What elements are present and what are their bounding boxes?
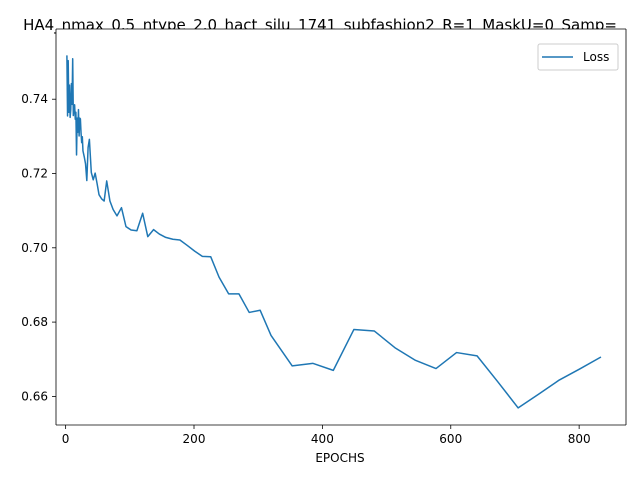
plot-area (56, 29, 626, 425)
x-tick-label: 200 (183, 432, 206, 446)
loss-series-line (66, 55, 602, 409)
x-axis-label: EPOCHS (315, 451, 364, 465)
x-tick-label: 400 (311, 432, 334, 446)
legend: Loss (537, 43, 619, 71)
x-axis-ticks: 0 200 400 600 800 (62, 425, 591, 446)
y-tick-label: 0.68 (21, 315, 48, 329)
y-tick-label: 0.66 (21, 389, 48, 403)
legend-box (537, 43, 619, 71)
x-tick-label: 0 (62, 432, 70, 446)
x-tick-label: 600 (439, 432, 462, 446)
x-tick-label: 800 (568, 432, 591, 446)
axes-frame (55, 28, 627, 426)
y-tick-label: 0.74 (21, 92, 48, 106)
y-axis-ticks: 0.66 0.68 0.70 0.72 0.74 (21, 92, 56, 403)
legend-label-loss: Loss (583, 50, 609, 64)
y-tick-label: 0.72 (21, 167, 48, 181)
y-tick-label: 0.70 (21, 241, 48, 255)
